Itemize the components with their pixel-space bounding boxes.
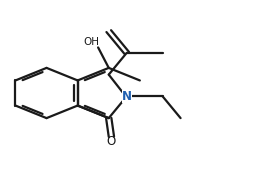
Text: OH: OH	[84, 37, 99, 47]
Text: N: N	[122, 90, 132, 103]
Text: O: O	[107, 135, 116, 148]
